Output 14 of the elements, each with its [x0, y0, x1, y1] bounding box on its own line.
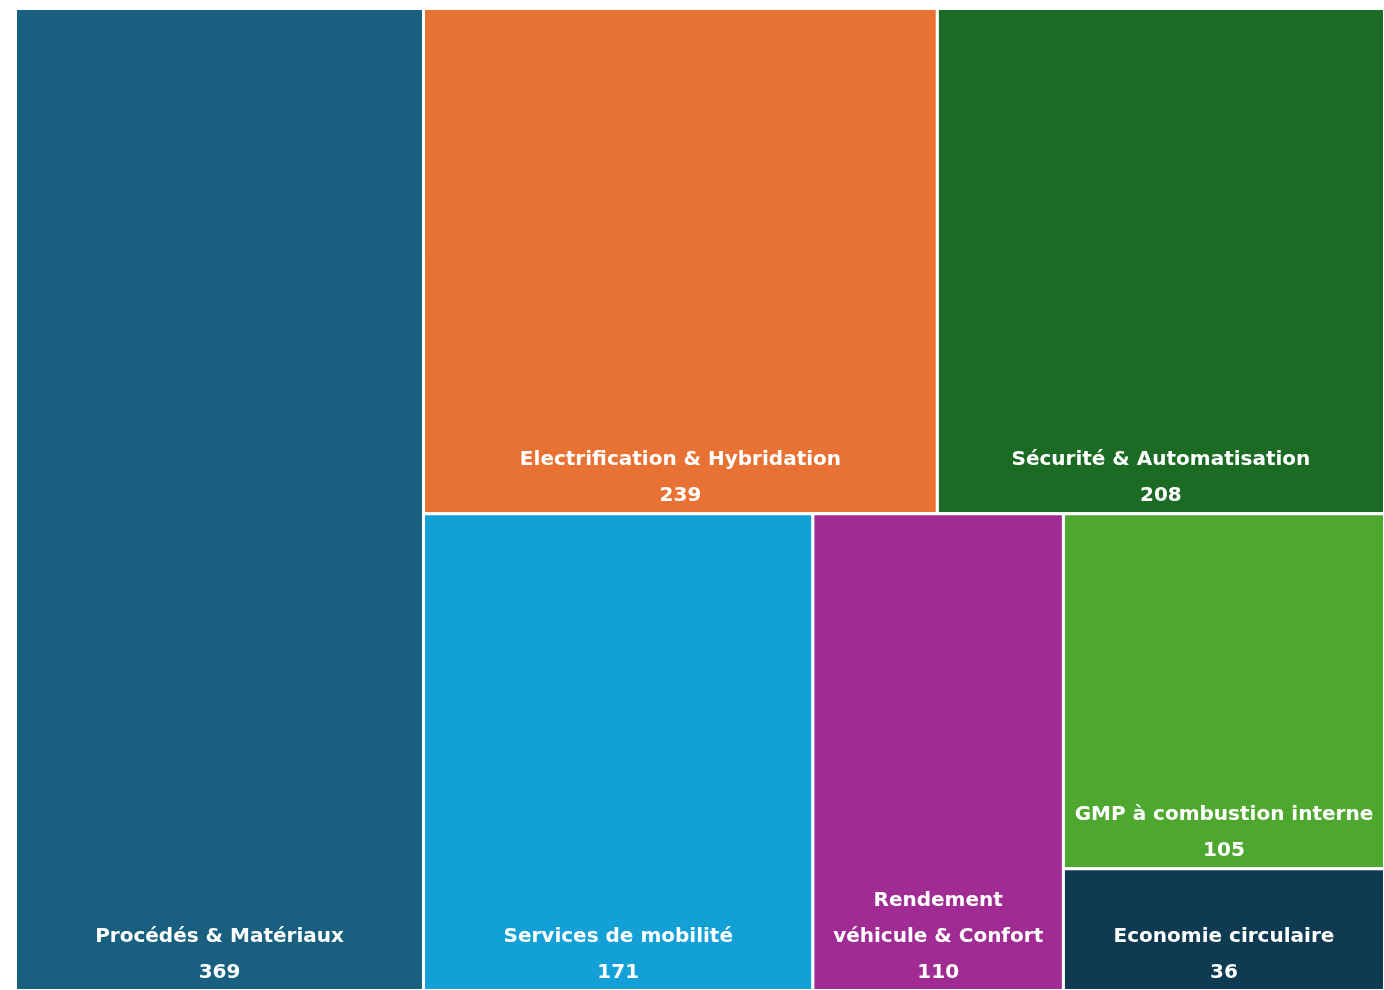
category-label: Rendement véhicule & Confort — [833, 886, 1044, 947]
data-label: 110 — [917, 958, 960, 983]
data-label: 369 — [198, 958, 241, 983]
data-label: 239 — [659, 481, 702, 506]
data-label: 36 — [1210, 958, 1238, 983]
category-label: Procédés & Matériaux — [95, 922, 344, 947]
category-label: GMP à combustion interne — [1074, 800, 1374, 825]
category-label: Sécurité & Automatisation — [1011, 445, 1311, 470]
data-label: 105 — [1203, 836, 1245, 861]
data-label: 208 — [1140, 481, 1182, 506]
category-label: Services de mobilité — [503, 922, 733, 947]
category-label: Economie circulaire — [1113, 922, 1335, 947]
data-label: 171 — [597, 958, 640, 983]
category-label: Electrification & Hybridation — [519, 445, 842, 470]
